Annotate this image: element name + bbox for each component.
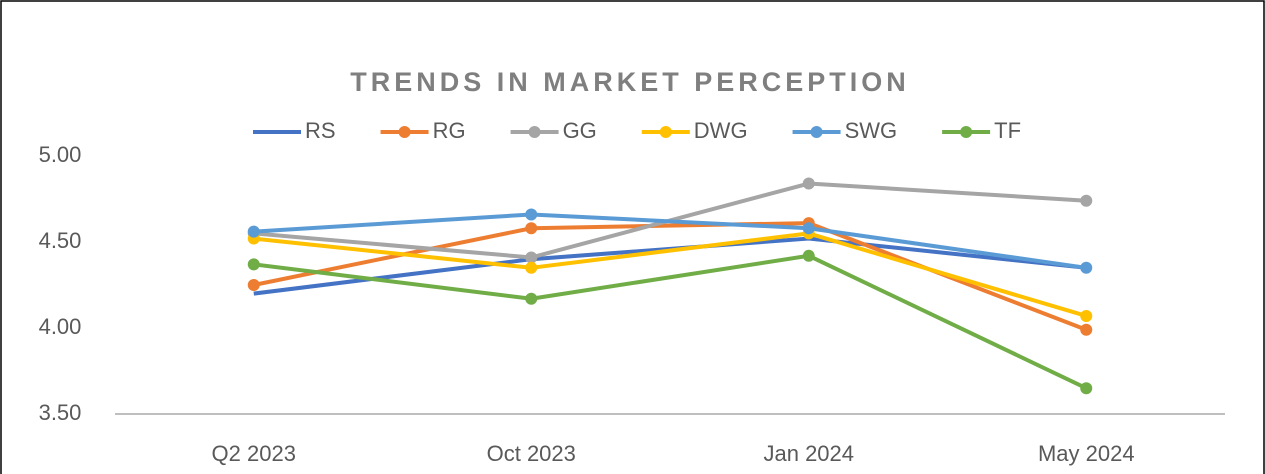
legend-label: TF bbox=[994, 118, 1021, 143]
point bbox=[247, 279, 260, 291]
point bbox=[1080, 194, 1093, 207]
y-tick-label: 3.50 bbox=[39, 400, 82, 425]
legend-marker bbox=[659, 126, 672, 138]
legend-marker bbox=[960, 126, 973, 138]
series-line bbox=[253, 236, 1087, 296]
point bbox=[1080, 323, 1093, 336]
point bbox=[1080, 382, 1093, 395]
y-tick-label: 4.50 bbox=[39, 228, 82, 253]
series-line bbox=[253, 212, 1087, 270]
series-line bbox=[253, 253, 1088, 391]
series-line bbox=[253, 231, 1087, 318]
point bbox=[1080, 261, 1093, 274]
x-tick-label: Q2 2023 bbox=[212, 441, 296, 466]
y-tick-label: 5.00 bbox=[39, 142, 82, 167]
legend-label: DWG bbox=[694, 118, 748, 143]
point bbox=[1080, 309, 1093, 322]
chart-title: TRENDS IN MARKET PERCEPTION bbox=[350, 67, 910, 97]
x-tick-label: Oct 2023 bbox=[487, 441, 576, 466]
legend-label: RG bbox=[433, 118, 466, 143]
x-tick-label: May 2024 bbox=[1038, 441, 1135, 466]
y-tick-label: 4.00 bbox=[39, 314, 82, 339]
legend-marker bbox=[528, 126, 541, 138]
point bbox=[525, 251, 538, 264]
point bbox=[525, 208, 538, 221]
point bbox=[802, 249, 815, 262]
x-tick-label: Jan 2024 bbox=[763, 441, 854, 466]
legend-marker bbox=[398, 126, 411, 138]
legend-label: RS bbox=[305, 118, 336, 143]
point bbox=[525, 222, 538, 235]
legend-label: GG bbox=[563, 118, 597, 143]
point bbox=[525, 292, 538, 305]
point bbox=[802, 177, 815, 190]
point bbox=[525, 261, 538, 274]
point bbox=[802, 222, 815, 235]
point bbox=[247, 258, 260, 271]
legend-label: SWG bbox=[845, 118, 898, 143]
point bbox=[247, 225, 260, 238]
legend-marker bbox=[810, 126, 823, 138]
